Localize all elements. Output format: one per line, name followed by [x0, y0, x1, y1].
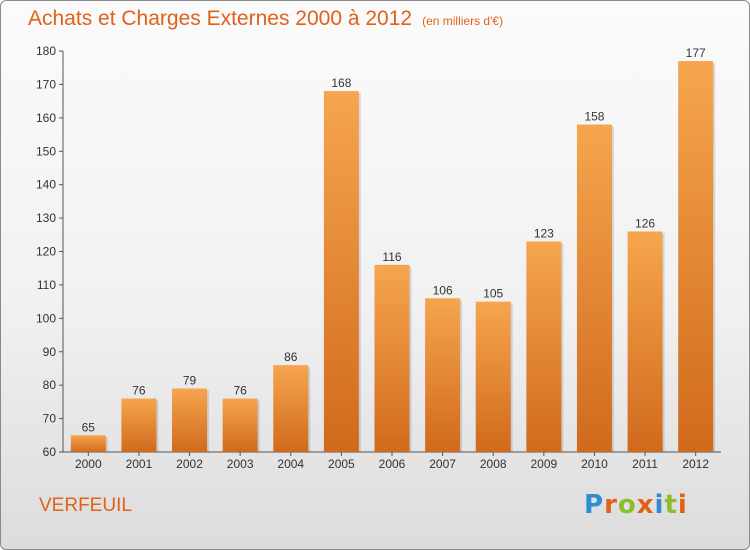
data-label: 86 — [284, 350, 298, 364]
logo-letter: r — [604, 490, 618, 520]
data-label: 106 — [433, 283, 453, 297]
logo-letter: x — [636, 490, 655, 520]
data-label: 65 — [82, 420, 96, 434]
bars — [70, 61, 716, 453]
x-tick-label: 2012 — [682, 457, 709, 471]
y-tick-label: 100 — [36, 311, 56, 325]
x-tick-label: 2002 — [176, 457, 203, 471]
bar-2000[interactable] — [70, 435, 106, 452]
data-label: 79 — [183, 374, 197, 388]
x-tick-label: 2007 — [429, 457, 456, 471]
data-label: 126 — [635, 216, 655, 230]
y-tick-label: 170 — [36, 77, 56, 91]
y-tick-label: 120 — [36, 245, 56, 259]
data-label: 76 — [132, 384, 146, 398]
title-row: Achats et Charges Externes 2000 à 2012 (e… — [28, 7, 503, 31]
chart-title: Achats et Charges Externes 2000 à 2012 — [28, 7, 413, 30]
data-labels: 65 76 79 76 86 168 116 106 105 123 158 126 177 — [82, 46, 706, 434]
x-tick-label: 2005 — [328, 457, 355, 471]
bar-2008[interactable] — [475, 301, 511, 452]
bar-2003[interactable] — [222, 398, 258, 452]
y-tick-label: 180 — [36, 44, 56, 58]
bar-2012[interactable] — [678, 61, 714, 453]
logo-letter: o — [617, 490, 637, 520]
x-tick-label: 2001 — [126, 457, 153, 471]
y-tick-label: 80 — [43, 378, 57, 392]
commune-name: VERFEUIL — [39, 495, 132, 516]
x-tick-label: 2008 — [480, 457, 507, 471]
bar-2011[interactable] — [627, 231, 663, 452]
data-label: 105 — [483, 287, 503, 301]
y-tick-label: 140 — [36, 178, 56, 192]
x-tick-label: 2000 — [75, 457, 102, 471]
data-label: 76 — [233, 384, 247, 398]
y-tick-label: 150 — [36, 144, 56, 158]
bar-2005[interactable] — [323, 91, 359, 452]
x-tick-label: 2003 — [227, 457, 254, 471]
data-label: 123 — [534, 226, 554, 240]
bar-2006[interactable] — [374, 264, 410, 452]
x-tick-label: 2011 — [632, 457, 658, 471]
logo-letter: i — [677, 490, 688, 520]
bar-2002[interactable] — [172, 388, 208, 452]
data-label: 177 — [686, 46, 706, 60]
data-label: 116 — [382, 250, 401, 264]
y-tick-label: 110 — [37, 278, 56, 292]
proxiti-logo[interactable]: Proxiti — [584, 490, 688, 520]
chart-unit: (en milliers d'€) — [422, 14, 504, 28]
logo-letter: i — [654, 490, 665, 520]
logo-letter: P — [584, 490, 605, 520]
y-tick-label: 160 — [36, 111, 56, 125]
bar-2010[interactable] — [576, 124, 612, 453]
y-tick-label: 60 — [43, 445, 57, 459]
y-tick-label: 90 — [43, 345, 57, 359]
bar-2009[interactable] — [526, 241, 562, 452]
x-tick-label: 2006 — [379, 457, 406, 471]
y-tick-label: 70 — [43, 412, 57, 426]
bar-2007[interactable] — [425, 298, 461, 452]
y-tick-label: 130 — [36, 211, 56, 225]
x-tick-label: 2004 — [277, 457, 304, 471]
x-tick-label: 2009 — [530, 457, 557, 471]
x-tick-label: 2010 — [581, 457, 608, 471]
logo-letter: t — [664, 490, 678, 520]
data-label: 158 — [584, 110, 604, 124]
data-label: 168 — [331, 76, 351, 90]
bar-2004[interactable] — [273, 365, 309, 452]
bar-2001[interactable] — [121, 398, 157, 452]
